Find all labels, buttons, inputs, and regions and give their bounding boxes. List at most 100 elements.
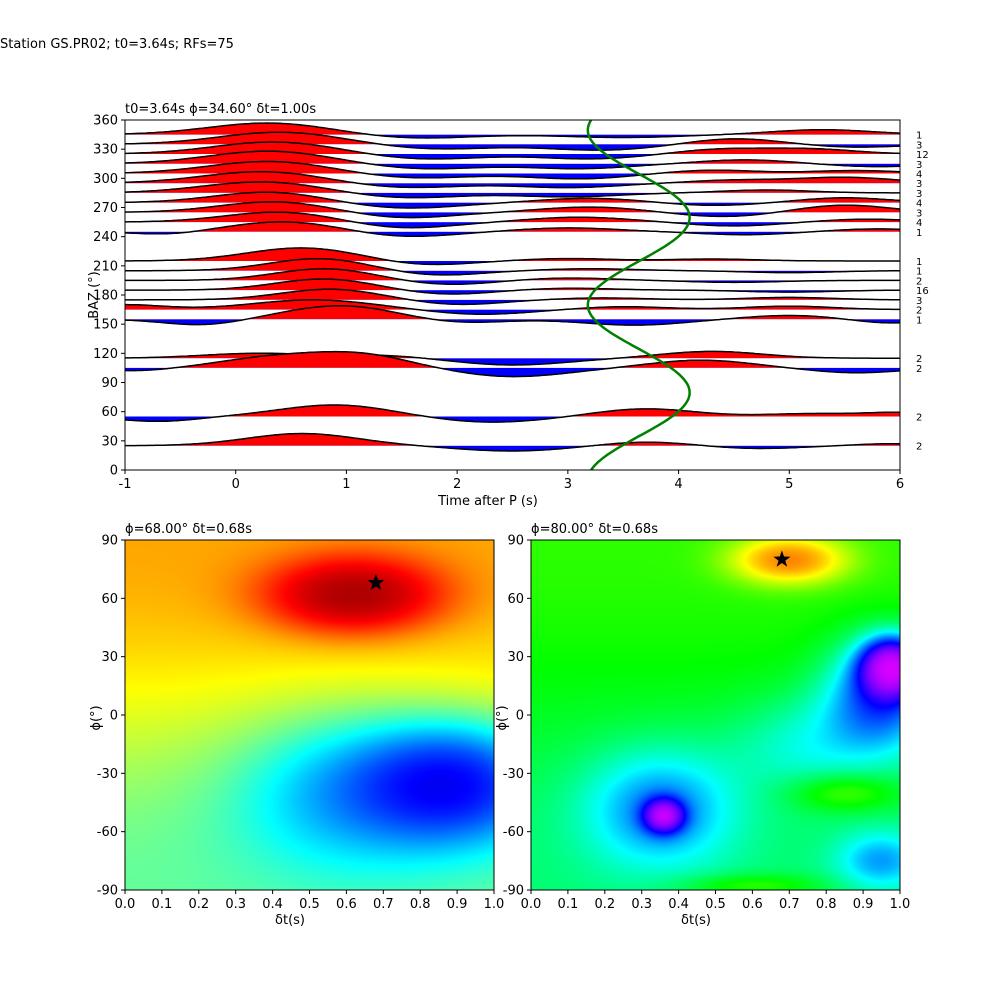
- y-tick-label: 30: [507, 650, 524, 665]
- y-tick-label: 0: [110, 464, 118, 479]
- rf-positive-fill: [125, 351, 900, 368]
- rf-count-label: 3: [916, 140, 922, 151]
- rf-positive-fill: [125, 192, 900, 203]
- y-tick-label: 0: [110, 709, 118, 724]
- right-y-label: ϕ(°): [495, 705, 510, 730]
- y-tick-label: 240: [93, 230, 118, 245]
- rf-positive-fill: [125, 433, 900, 446]
- rf-positive-fill: [125, 142, 900, 155]
- rf-positive-fill: [125, 212, 900, 223]
- rf-count-label: 3: [916, 208, 922, 219]
- rf-trace-line: [125, 221, 900, 238]
- rf-positive-fill: [125, 247, 846, 261]
- rf-y-label: BAZ (°): [87, 271, 102, 319]
- rf-count-label: 16: [916, 286, 929, 297]
- rf-count-label: 4: [916, 169, 922, 180]
- right-heatmap-title: ϕ=80.00° δt=0.68s: [531, 522, 658, 537]
- x-tick-label: 0.9: [853, 897, 874, 912]
- rf-trace-line: [125, 150, 900, 170]
- y-tick-label: -90: [503, 884, 524, 899]
- right-x-axis: 0.0 0.1 0.2 0.3 0.4 0.5 0.6 0.7 0.8 0.9 1.0: [521, 890, 911, 912]
- rf-trace-line: [125, 288, 900, 306]
- x-tick-label: 2: [453, 477, 461, 492]
- x-tick-label: 0.0: [115, 897, 136, 912]
- rf-positive-fill: [125, 201, 900, 213]
- x-tick-label: 4: [674, 477, 682, 492]
- y-tick-label: -60: [97, 825, 118, 840]
- x-tick-label: 0.3: [631, 897, 652, 912]
- rf-count-label: 1: [916, 257, 922, 268]
- rf-positive-fill: [125, 405, 900, 417]
- rf-positive-fill: [125, 268, 900, 281]
- rf-count-label: 3: [916, 189, 922, 200]
- rf-negative-fill: [125, 358, 900, 365]
- x-tick-label: 1.0: [484, 897, 505, 912]
- green-baz-curve: [586, 120, 691, 470]
- x-tick-label: 1.0: [890, 897, 911, 912]
- x-tick-label: 6: [896, 477, 904, 492]
- rf-trace-line: [125, 350, 900, 366]
- right-heatmap-image: [531, 540, 900, 890]
- rf-count-label: 4: [916, 218, 922, 229]
- rf-count-label: 1: [916, 315, 922, 326]
- rf-count-label: 3: [916, 296, 922, 307]
- rf-negative-fill: [125, 367, 900, 377]
- rf-count-label: 1: [916, 131, 922, 142]
- x-tick-label: 0.6: [742, 897, 763, 912]
- x-tick-label: 0: [232, 477, 240, 492]
- grid-search-right-panel: ϕ=80.00° δt=0.68s 0.0 0.1 0.2 0.3 0.4 0.5 0.6 0…: [495, 522, 910, 928]
- rf-positive-fill: [125, 221, 900, 232]
- rf-positive-fill: [144, 289, 900, 300]
- right-best-fit-star: [773, 550, 791, 567]
- rf-positive-fill: [125, 305, 900, 320]
- rf-trace-line: [125, 160, 900, 180]
- left-y-label: ϕ(°): [89, 705, 104, 730]
- right-x-label: δt(s): [681, 913, 711, 928]
- rf-trace-line: [125, 247, 900, 266]
- rf-negative-fill: [406, 280, 861, 285]
- rf-negative-fill: [125, 299, 900, 305]
- rf-count-label: 2: [916, 364, 922, 375]
- rf-y-axis: 0 30 60 90 120 150 180 210 240 270 300 330 360: [93, 114, 125, 479]
- x-tick-label: -1: [119, 477, 132, 492]
- rf-count-label: 2: [916, 276, 922, 287]
- rf-count-label: 2: [916, 306, 922, 317]
- rf-count-label: 1: [916, 228, 922, 239]
- rf-negative-fill: [381, 144, 900, 151]
- left-x-axis: 0.0 0.1 0.2 0.3 0.4 0.5 0.6 0.7 0.8 0.9 1.0: [115, 890, 505, 912]
- left-heatmap-title: ϕ=68.00° δt=0.68s: [125, 522, 252, 537]
- x-tick-label: 0.7: [373, 897, 394, 912]
- x-tick-label: 0.9: [447, 897, 468, 912]
- right-y-axis: -90 -60 -30 0 30 60 90: [503, 534, 531, 899]
- left-y-axis: -90 -60 -30 0 30 60 90: [97, 534, 125, 899]
- y-tick-label: 180: [93, 289, 118, 304]
- rf-trace-line: [125, 141, 900, 160]
- y-tick-label: 90: [101, 376, 118, 391]
- y-tick-label: 90: [507, 534, 524, 549]
- rf-negative-fill: [125, 222, 900, 228]
- rf-positive-fill: [125, 182, 900, 193]
- x-tick-label: 0.7: [779, 897, 800, 912]
- rf-negative-fill: [125, 445, 900, 451]
- x-tick-label: 0.2: [188, 897, 209, 912]
- rf-negative-fill: [406, 290, 900, 294]
- y-tick-label: 30: [101, 650, 118, 665]
- rf-negative-fill: [125, 270, 900, 275]
- rf-negative-fill: [125, 212, 900, 218]
- y-tick-label: -60: [503, 825, 524, 840]
- x-tick-label: 0.5: [705, 897, 726, 912]
- rf-positive-fill: [125, 151, 816, 164]
- left-heatmap-image: [125, 540, 494, 890]
- x-tick-label: 0.8: [410, 897, 431, 912]
- x-tick-label: 0.5: [299, 897, 320, 912]
- y-tick-label: -30: [503, 767, 524, 782]
- rf-trace-line: [125, 268, 900, 285]
- y-tick-label: 270: [93, 201, 118, 216]
- y-tick-label: 360: [93, 114, 118, 129]
- rf-trace-line: [125, 170, 900, 189]
- rf-trace-line: [125, 122, 900, 139]
- green-curve-line: [586, 120, 691, 470]
- rf-count-label: 1: [916, 267, 922, 278]
- y-tick-label: 60: [507, 592, 524, 607]
- grid-search-left-panel: ϕ=68.00° δt=0.68s 0.0 0.1 0.2 0.3 0.4 0.5 0.6 0…: [89, 522, 504, 928]
